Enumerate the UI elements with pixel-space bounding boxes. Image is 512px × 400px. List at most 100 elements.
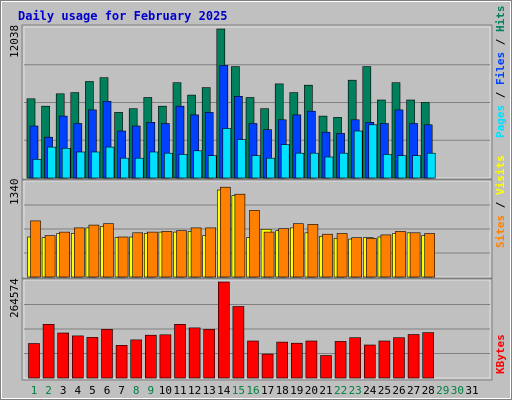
bar-kbytes-day-26	[393, 337, 405, 379]
bar-pages-day-19	[295, 152, 305, 179]
day-label-5: 5	[89, 384, 96, 397]
bar-sites-day-10	[161, 231, 173, 278]
bar-sites-day-15	[234, 193, 246, 278]
bar-pages-day-18	[280, 144, 290, 179]
bar-kbytes-day-17	[261, 353, 274, 379]
bar-kbytes-day-8	[130, 339, 142, 379]
bar-kbytes-day-12	[188, 327, 201, 379]
panel-border	[21, 24, 493, 181]
bar-kbytes-day-22	[334, 341, 347, 379]
legend-visits: Visits	[494, 155, 507, 195]
bar-kbytes-day-23	[349, 337, 362, 379]
bar-sites-day-12	[190, 227, 202, 278]
bar-pages-day-10	[164, 152, 173, 179]
day-label-6: 6	[104, 384, 111, 397]
bar-kbytes-day-1	[28, 343, 40, 379]
panel3-legend: KBytes	[494, 334, 507, 374]
legend-sep-3: /	[494, 201, 507, 208]
bar-pages-day-20	[310, 152, 319, 179]
day-label-18: 18	[276, 384, 289, 397]
bar-kbytes-day-27	[407, 334, 420, 379]
legend-sep-1: /	[494, 91, 507, 98]
day-label-2: 2	[45, 384, 52, 397]
bar-sites-day-18	[278, 228, 290, 278]
bar-pages-day-11	[178, 154, 188, 179]
day-label-15: 15	[232, 384, 245, 397]
bar-kbytes-day-9	[145, 334, 157, 379]
bar-sites-day-7	[117, 236, 129, 278]
bar-sites-day-28	[424, 233, 436, 278]
panel-border	[21, 178, 493, 280]
day-label-28: 28	[422, 384, 435, 397]
legend-hits: Hits	[494, 6, 507, 33]
bar-pages-day-7	[120, 157, 129, 179]
day-axis: 1 2 3 4 5 6 7 8 9 10 11 12 13 14 15 16 17 18 19 20 21 22 23 24 2…	[31, 384, 479, 397]
bar-pages-day-9	[149, 151, 159, 179]
bar-sites-day-22	[336, 233, 348, 278]
day-label-24: 24	[363, 384, 377, 397]
bar-pages-day-12	[193, 150, 202, 179]
bar-kbytes-day-18	[276, 341, 289, 379]
day-label-16: 16	[246, 384, 259, 397]
legend-files: Files	[494, 52, 507, 85]
panel-3	[21, 277, 493, 381]
bar-pages-day-23	[353, 130, 363, 179]
legend-sites: Sites	[494, 215, 507, 248]
bar-kbytes-day-13	[203, 329, 215, 379]
day-label-21: 21	[319, 384, 332, 397]
bar-kbytes-day-24	[363, 344, 376, 379]
day-label-25: 25	[378, 384, 391, 397]
bar-sites-day-5	[88, 224, 100, 278]
day-label-22: 22	[334, 384, 347, 397]
bar-kbytes-day-14	[218, 281, 230, 379]
bar-kbytes-day-6	[101, 329, 113, 379]
panel-border	[21, 277, 493, 381]
bar-pages-day-2	[47, 146, 56, 179]
bar-pages-day-25	[383, 154, 392, 179]
bar-kbytes-day-25	[378, 340, 391, 379]
bar-kbytes-day-28	[422, 332, 435, 379]
bar-sites-day-26	[395, 231, 406, 278]
chart-title: Daily usage for February 2025	[18, 9, 228, 23]
day-label-3: 3	[60, 384, 67, 397]
day-label-9: 9	[147, 384, 154, 397]
bar-sites-day-2	[44, 235, 56, 278]
bar-pages-day-22	[339, 152, 348, 179]
day-label-19: 19	[290, 384, 303, 397]
bar-pages-day-21	[324, 156, 334, 179]
bar-sites-day-20	[307, 224, 319, 278]
day-label-31: 31	[465, 384, 478, 397]
bar-pages-day-26	[397, 155, 407, 179]
bar-sites-day-16	[249, 210, 260, 278]
bar-pages-day-24	[368, 124, 378, 179]
bar-sites-day-1	[30, 220, 41, 278]
legend-kbytes: KBytes	[494, 334, 507, 374]
day-label-12: 12	[188, 384, 201, 397]
bar-sites-day-4	[74, 227, 85, 278]
panel-2	[21, 178, 493, 280]
bar-kbytes-day-2	[42, 323, 55, 379]
bar-kbytes-day-21	[320, 355, 332, 379]
bar-kbytes-day-11	[174, 323, 186, 379]
bar-pages-day-16	[251, 155, 261, 179]
panel1-ymax-label: 12038	[8, 25, 21, 58]
day-label-8: 8	[133, 384, 140, 397]
panel1-legend: Pages / Files / Hits	[494, 6, 507, 139]
day-label-26: 26	[392, 384, 405, 397]
bar-sites-day-27	[409, 232, 421, 278]
legend-pages: Pages	[494, 105, 507, 138]
bar-sites-day-9	[147, 231, 158, 278]
bar-kbytes-day-10	[159, 334, 172, 379]
bar-sites-day-3	[59, 231, 71, 278]
bar-kbytes-day-3	[57, 332, 70, 379]
bar-pages-day-14	[222, 128, 232, 179]
day-label-30: 30	[451, 384, 464, 397]
day-label-11: 11	[173, 384, 186, 397]
day-label-14: 14	[217, 384, 231, 397]
bar-pages-day-17	[266, 157, 275, 179]
bar-sites-day-19	[292, 223, 304, 278]
bar-pages-day-1	[32, 159, 42, 179]
